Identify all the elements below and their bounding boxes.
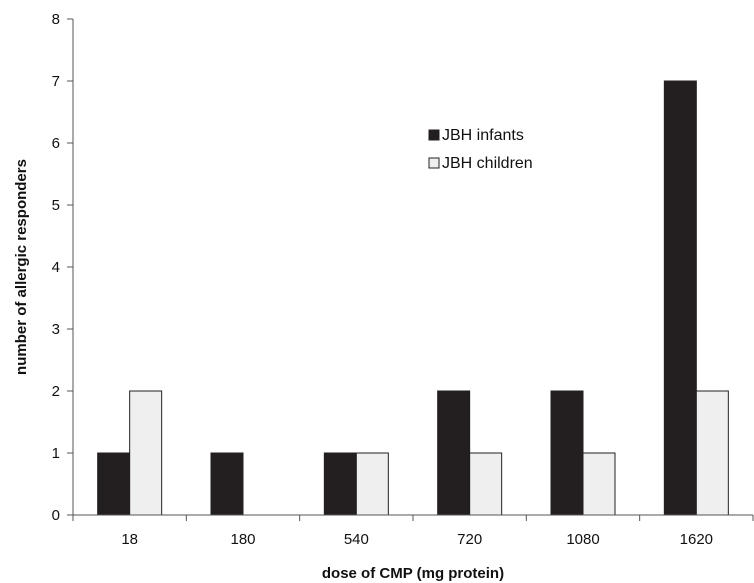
y-tick-label: 2 [52, 383, 60, 400]
y-tick-label: 0 [52, 507, 60, 524]
bar-children-540 [355, 452, 389, 516]
x-tick-label: 1080 [566, 531, 599, 548]
y-tick-label: 1 [52, 445, 60, 462]
y-tick-label: 5 [52, 197, 60, 214]
legend-label-children: JBH children [442, 155, 533, 172]
y-tick-label: 6 [52, 135, 60, 152]
x-tick-label: 180 [230, 531, 255, 548]
x-tick-label: 18 [121, 531, 138, 548]
bar-infants-18 [97, 452, 131, 516]
x-ticks-group: 18 180 540 720 1080 1620 [72, 515, 754, 548]
bars-group [97, 80, 729, 516]
y-tick-label: 8 [52, 11, 60, 28]
y-ticks-group: 0 1 2 3 4 5 6 7 8 [52, 11, 73, 524]
bar-infants-1080 [550, 390, 584, 516]
legend-label-infants: JBH infants [442, 127, 524, 144]
bar-infants-720 [437, 390, 471, 516]
legend: JBH infants JBH children [428, 127, 533, 172]
bar-children-1620 [695, 390, 729, 516]
bar-children-720 [469, 452, 503, 516]
legend-swatch-infants [428, 129, 440, 141]
bar-infants-540 [323, 452, 357, 516]
legend-swatch-children [428, 157, 440, 169]
bar-children-18 [129, 390, 163, 516]
y-tick-label: 4 [52, 259, 60, 276]
y-tick-label: 3 [52, 321, 60, 338]
y-tick-label: 7 [52, 73, 60, 90]
x-tick-label: 720 [457, 531, 482, 548]
bar-children-1080 [582, 452, 616, 516]
x-tick-label: 1620 [680, 531, 713, 548]
bar-infants-1620 [663, 80, 697, 516]
x-axis-title: dose of CMP (mg protein) [322, 565, 504, 582]
bar-infants-180 [210, 452, 244, 516]
x-tick-label: 540 [344, 531, 369, 548]
y-axis-title: number of allergic responders [13, 159, 30, 375]
